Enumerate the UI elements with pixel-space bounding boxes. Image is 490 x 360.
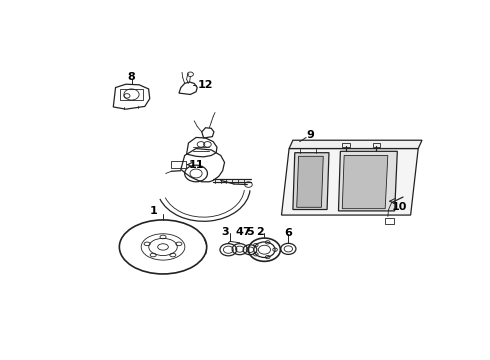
Ellipse shape — [307, 196, 315, 201]
Text: 10: 10 — [392, 202, 407, 212]
Text: 7: 7 — [243, 227, 250, 237]
Text: 4: 4 — [236, 227, 244, 237]
Text: 6: 6 — [284, 228, 292, 238]
Ellipse shape — [371, 166, 378, 171]
Ellipse shape — [354, 166, 362, 171]
Ellipse shape — [371, 198, 378, 202]
Ellipse shape — [307, 185, 315, 190]
Ellipse shape — [354, 177, 362, 181]
Text: 3: 3 — [221, 227, 229, 237]
Ellipse shape — [371, 158, 378, 162]
Bar — [342, 143, 350, 147]
Ellipse shape — [354, 198, 362, 202]
Polygon shape — [289, 140, 422, 149]
Text: 12: 12 — [197, 80, 213, 90]
Text: 5: 5 — [246, 227, 254, 237]
Ellipse shape — [354, 158, 362, 162]
Ellipse shape — [307, 164, 315, 169]
Text: 11: 11 — [189, 159, 204, 170]
Ellipse shape — [307, 157, 315, 162]
Polygon shape — [281, 149, 418, 215]
Bar — [372, 143, 380, 147]
Bar — [172, 161, 186, 168]
Polygon shape — [339, 151, 397, 211]
Text: 2: 2 — [256, 227, 264, 237]
Bar — [385, 219, 394, 224]
Ellipse shape — [354, 187, 362, 192]
Polygon shape — [342, 156, 388, 209]
Bar — [120, 90, 143, 100]
Text: 9: 9 — [306, 130, 314, 140]
Polygon shape — [293, 153, 329, 210]
Ellipse shape — [371, 187, 378, 192]
Text: 1: 1 — [150, 206, 157, 216]
Text: 8: 8 — [127, 72, 135, 82]
Polygon shape — [297, 156, 323, 207]
Ellipse shape — [307, 174, 315, 179]
Ellipse shape — [371, 177, 378, 181]
